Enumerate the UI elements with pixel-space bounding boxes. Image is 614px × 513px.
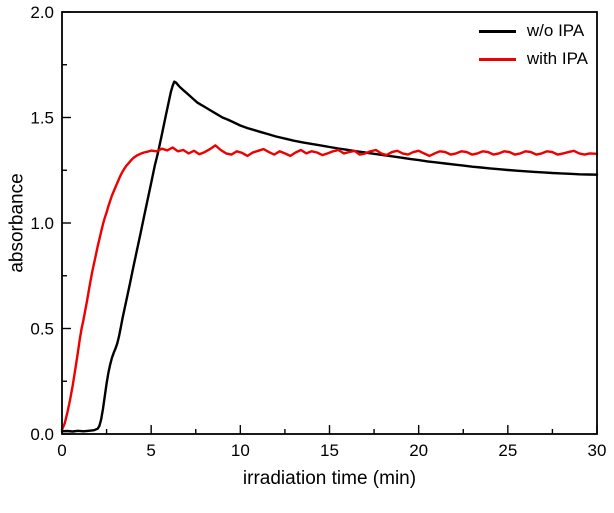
x-tick-label: 15 [320, 441, 339, 460]
y-axis-label-wrap: absorbance [0, 12, 36, 434]
x-axis-label: irradiation time (min) [242, 468, 417, 489]
y-tick-label: 1.0 [30, 214, 54, 233]
x-tick-label: 25 [498, 441, 517, 460]
x-tick-label: 0 [57, 441, 66, 460]
legend: w/o IPA with IPA [478, 21, 588, 70]
plot-frame [61, 11, 598, 435]
series-with-ipa [60, 144, 599, 431]
legend-item: with IPA [478, 49, 588, 69]
y-tick-label: 1.5 [30, 109, 54, 128]
x-tick-label: 5 [146, 441, 155, 460]
legend-label: w/o IPA [526, 21, 585, 40]
x-tick-label: 30 [588, 441, 607, 460]
y-tick-label: 0.5 [30, 320, 54, 339]
legend-line-black [478, 29, 516, 33]
legend-item: w/o IPA [478, 21, 588, 41]
x-tick-label: 10 [231, 441, 250, 460]
y-tick-label: 0.0 [30, 425, 54, 444]
y-tick-label: 2.0 [30, 3, 54, 22]
x-tick-label: 20 [409, 441, 428, 460]
legend-line-red [478, 58, 516, 62]
legend-label: with IPA [526, 49, 588, 69]
series-w-o-ipa [60, 80, 599, 433]
y-axis-label: absorbance [7, 173, 29, 273]
